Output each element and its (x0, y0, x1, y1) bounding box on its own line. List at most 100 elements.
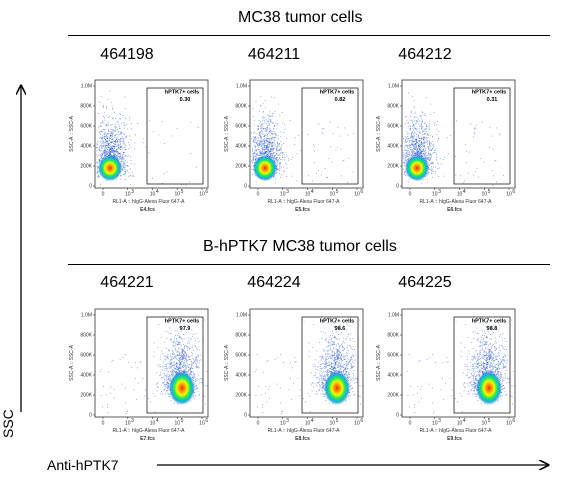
y-tick-label: 200K (235, 393, 247, 399)
y-tick-label: 0 (244, 413, 247, 419)
x-tick-exponent: 5 (336, 189, 339, 195)
density-core (476, 371, 502, 405)
x-tick-exponent: 4 (311, 418, 314, 424)
x-tick-exponent: 5 (181, 189, 184, 195)
density-core (253, 155, 277, 181)
x-tick-label: 10 (432, 421, 438, 427)
x-tick-label: 10 (305, 192, 311, 198)
x-tick-label: 0 (257, 421, 260, 427)
x-tick-label: 0 (409, 421, 412, 427)
sample-id-panel-4: 464221 (100, 274, 154, 291)
y-axis-title: SSC-A :: SSC-A (69, 115, 75, 152)
y-tick-label: 0 (396, 413, 399, 419)
gate-rectangle (301, 316, 359, 414)
y-tick-label: 0 (89, 413, 92, 419)
x-tick-exponent: 3 (131, 418, 134, 424)
y-tick-label: 1.0M (81, 313, 92, 319)
sample-id-panel-5: 464224 (247, 274, 301, 291)
x-tick-label: 10 (329, 421, 335, 427)
y-tick-label: 400K (235, 373, 247, 379)
x-tick-label: 10 (125, 421, 131, 427)
y-tick-label: 200K (80, 393, 92, 399)
x-tick-exponent: 6 (512, 418, 515, 424)
x-axis-title: RL1-A :: hIgG-Alexa Fluor 647-A (420, 199, 493, 205)
y-tick-label: 1.0M (236, 84, 247, 90)
gate-rectangle (301, 87, 359, 185)
x-tick-exponent: 3 (286, 189, 289, 195)
density-core (98, 155, 122, 181)
y-tick-label: 1.0M (236, 313, 247, 319)
fcs-file-name: E7.fcs (140, 436, 155, 442)
y-tick-label: 600K (387, 124, 399, 130)
sample-id-panel-1: 464198 (100, 46, 154, 63)
x-tick-label: 10 (125, 192, 131, 198)
gate-rectangle (453, 316, 511, 414)
y-axis-title: SSC-A :: SSC-A (224, 115, 230, 152)
density-core (405, 155, 429, 181)
x-tick-label: 0 (102, 192, 105, 198)
gate-name: hPTK7+ cells (165, 90, 199, 96)
x-axis-title: RL1-A :: hIgG-Alexa Fluor 647-A (113, 428, 186, 434)
gate-name: hPTK7+ cells (472, 90, 506, 96)
global-x-label: Anti-hPTK7 (47, 457, 119, 473)
y-tick-label: 800K (80, 104, 92, 110)
x-tick-exponent: 5 (488, 189, 491, 195)
x-tick-label: 10 (305, 421, 311, 427)
x-tick-exponent: 6 (205, 189, 208, 195)
y-tick-label: 400K (80, 373, 92, 379)
section-title-mc38: MC38 tumor cells (238, 9, 363, 26)
fcs-file-name: E9.fcs (447, 436, 462, 442)
x-tick-label: 10 (457, 192, 463, 198)
x-tick-exponent: 3 (438, 418, 441, 424)
gate-percent: 0.82 (335, 97, 346, 103)
y-tick-label: 200K (235, 164, 247, 170)
y-axis-title: SSC-A :: SSC-A (376, 344, 382, 381)
y-tick-label: 800K (80, 333, 92, 339)
fcs-file-name: E5.fcs (295, 207, 310, 213)
x-tick-label: 0 (257, 192, 260, 198)
x-tick-exponent: 4 (463, 418, 466, 424)
fcs-file-name: E6.fcs (447, 207, 462, 213)
x-tick-exponent: 5 (488, 418, 491, 424)
y-axis-title: SSC-A :: SSC-A (224, 344, 230, 381)
x-tick-label: 0 (102, 421, 105, 427)
x-tick-exponent: 5 (181, 418, 184, 424)
x-tick-label: 10 (354, 192, 360, 198)
x-tick-label: 10 (481, 192, 487, 198)
gate-rectangle (146, 87, 204, 185)
x-tick-exponent: 6 (360, 189, 363, 195)
x-axis-title: RL1-A :: hIgG-Alexa Fluor 647-A (420, 428, 493, 434)
gate-percent: 0.30 (180, 97, 191, 103)
y-tick-label: 1.0M (388, 84, 399, 90)
sample-id-panel-3: 464212 (398, 46, 452, 63)
x-tick-label: 10 (481, 421, 487, 427)
plot-frame (94, 308, 209, 418)
x-tick-label: 10 (199, 192, 205, 198)
y-tick-label: 200K (387, 164, 399, 170)
y-tick-label: 200K (80, 164, 92, 170)
x-tick-exponent: 4 (463, 189, 466, 195)
section-rule-bhptk7 (68, 264, 550, 265)
gate-name: hPTK7+ cells (472, 319, 506, 325)
y-tick-label: 800K (235, 333, 247, 339)
x-tick-exponent: 4 (311, 189, 314, 195)
x-tick-label: 10 (174, 192, 180, 198)
y-tick-label: 800K (387, 333, 399, 339)
y-tick-label: 600K (235, 353, 247, 359)
y-tick-label: 800K (387, 104, 399, 110)
gate-name: hPTK7+ cells (165, 319, 199, 325)
gate-name: hPTK7+ cells (320, 319, 354, 325)
x-tick-label: 10 (174, 421, 180, 427)
x-tick-label: 10 (280, 192, 286, 198)
x-tick-label: 0 (409, 192, 412, 198)
gate-percent: 0.31 (487, 97, 498, 103)
y-tick-label: 600K (80, 353, 92, 359)
section-title-bhptk7: B-hPTK7 MC38 tumor cells (203, 238, 397, 255)
y-tick-label: 400K (80, 144, 92, 150)
